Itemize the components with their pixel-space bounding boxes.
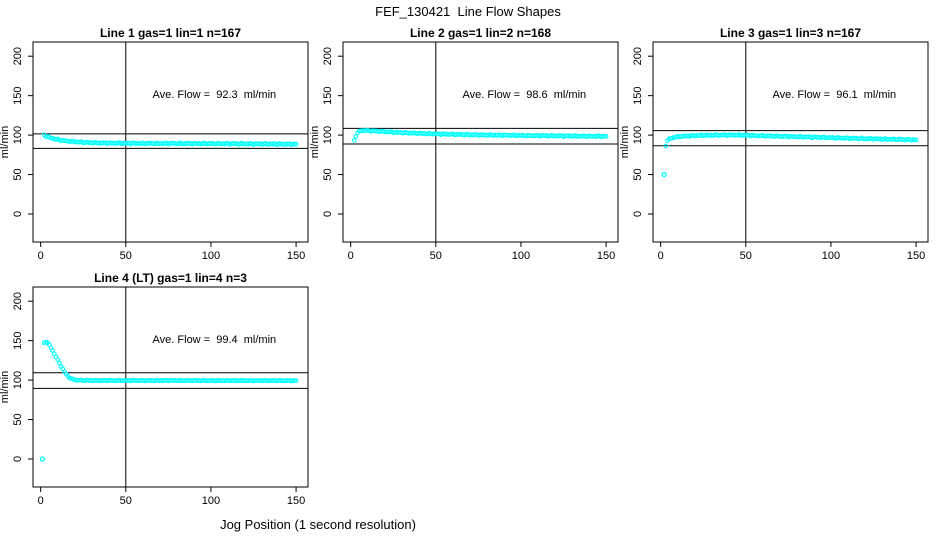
x-tick-label: 0 bbox=[348, 250, 354, 262]
subplot-line-2-canvas: Line 2 gas=1 lin=2 n=168 0 50 100 150 0 50 100 1… bbox=[310, 26, 619, 262]
ave-flow-annotation: Ave. Flow = 98.6 ml/min bbox=[463, 89, 587, 101]
y-tick-label: 100 bbox=[12, 126, 24, 144]
y-tick-label: 50 bbox=[12, 413, 24, 425]
y-tick-label: 150 bbox=[12, 86, 24, 104]
subplot-line-4-canvas: Line 4 (LT) gas=1 lin=4 n=3 0 50 100 150 0 50 1… bbox=[0, 271, 309, 507]
subplot-line-3: Line 3 gas=1 lin=3 n=167 0 50 100 150 0 50 100 1… bbox=[620, 25, 936, 270]
y-tick-label: 0 bbox=[12, 456, 24, 462]
x-tick-label: 100 bbox=[202, 250, 220, 262]
plot-box bbox=[652, 41, 929, 243]
y-tick-label: 100 bbox=[632, 126, 644, 144]
x-tick-label: 50 bbox=[120, 495, 132, 507]
outlier-point bbox=[39, 456, 46, 462]
y-tick-label: 150 bbox=[632, 86, 644, 104]
plot-box bbox=[32, 41, 309, 243]
x-tick-label: 100 bbox=[822, 250, 840, 262]
subplot-line-1-canvas: Line 1 gas=1 lin=1 n=167 0 50 100 150 0 50 100 1… bbox=[0, 26, 309, 262]
page-title: FEF_130421 Line Flow Shapes bbox=[375, 4, 561, 19]
x-tick-label: 100 bbox=[202, 495, 220, 507]
subplot-title: Line 2 gas=1 lin=2 n=168 bbox=[410, 26, 551, 40]
y-tick-label: 150 bbox=[322, 86, 334, 104]
scatter-points bbox=[663, 132, 919, 149]
ave-flow-annotation: Ave. Flow = 99.4 ml/min bbox=[153, 334, 277, 346]
y-tick-label: 50 bbox=[632, 168, 644, 180]
y-axis-title: ml/min bbox=[620, 126, 631, 158]
y-axis-title: ml/min bbox=[310, 126, 321, 158]
x-tick-label: 150 bbox=[287, 495, 305, 507]
ave-flow-annotation: Ave. Flow = 92.3 ml/min bbox=[153, 89, 277, 101]
x-tick-label: 0 bbox=[658, 250, 664, 262]
plot-box bbox=[342, 41, 619, 243]
y-tick-label: 0 bbox=[12, 211, 24, 217]
y-axis-title: ml/min bbox=[0, 126, 11, 158]
x-tick-label: 50 bbox=[430, 250, 442, 262]
x-tick-label: 150 bbox=[597, 250, 615, 262]
x-tick-label: 0 bbox=[38, 250, 44, 262]
y-tick-label: 100 bbox=[322, 126, 334, 144]
x-axis-title: Jog Position (1 second resolution) bbox=[220, 517, 416, 532]
scatter-points bbox=[41, 339, 299, 384]
outlier-point bbox=[661, 171, 667, 178]
y-tick-label: 50 bbox=[322, 168, 334, 180]
y-tick-label: 200 bbox=[322, 47, 334, 65]
subplot-title: Line 1 gas=1 lin=1 n=167 bbox=[100, 26, 241, 40]
y-tick-label: 0 bbox=[632, 211, 644, 217]
x-tick-label: 100 bbox=[512, 250, 530, 262]
plot-box bbox=[32, 286, 309, 488]
y-tick-label: 0 bbox=[322, 211, 334, 217]
y-tick-label: 200 bbox=[12, 47, 24, 65]
scatter-points bbox=[41, 132, 299, 148]
y-axis-title: ml/min bbox=[0, 371, 11, 403]
x-tick-label: 150 bbox=[907, 250, 925, 262]
x-tick-label: 0 bbox=[38, 495, 44, 507]
y-tick-label: 100 bbox=[12, 371, 24, 389]
y-tick-label: 200 bbox=[12, 292, 24, 310]
x-tick-label: 150 bbox=[287, 250, 305, 262]
y-tick-label: 150 bbox=[12, 331, 24, 349]
x-tick-label: 50 bbox=[740, 250, 752, 262]
y-tick-label: 200 bbox=[632, 47, 644, 65]
subplot-title: Line 3 gas=1 lin=3 n=167 bbox=[720, 26, 861, 40]
y-tick-label: 50 bbox=[12, 168, 24, 180]
scatter-points bbox=[351, 127, 609, 143]
subplot-line-4: Line 4 (LT) gas=1 lin=4 n=3 0 50 100 150 0 50 1… bbox=[0, 270, 316, 515]
subplot-line-2: Line 2 gas=1 lin=2 n=168 0 50 100 150 0 50 100 1… bbox=[310, 25, 626, 270]
subplot-title: Line 4 (LT) gas=1 lin=4 n=3 bbox=[94, 271, 247, 285]
x-tick-label: 50 bbox=[120, 250, 132, 262]
subplot-line-3-canvas: Line 3 gas=1 lin=3 n=167 0 50 100 150 0 50 100 1… bbox=[620, 26, 929, 262]
subplot-line-1: Line 1 gas=1 lin=1 n=167 0 50 100 150 0 50 100 1… bbox=[0, 25, 316, 270]
ave-flow-annotation: Ave. Flow = 96.1 ml/min bbox=[773, 89, 897, 101]
